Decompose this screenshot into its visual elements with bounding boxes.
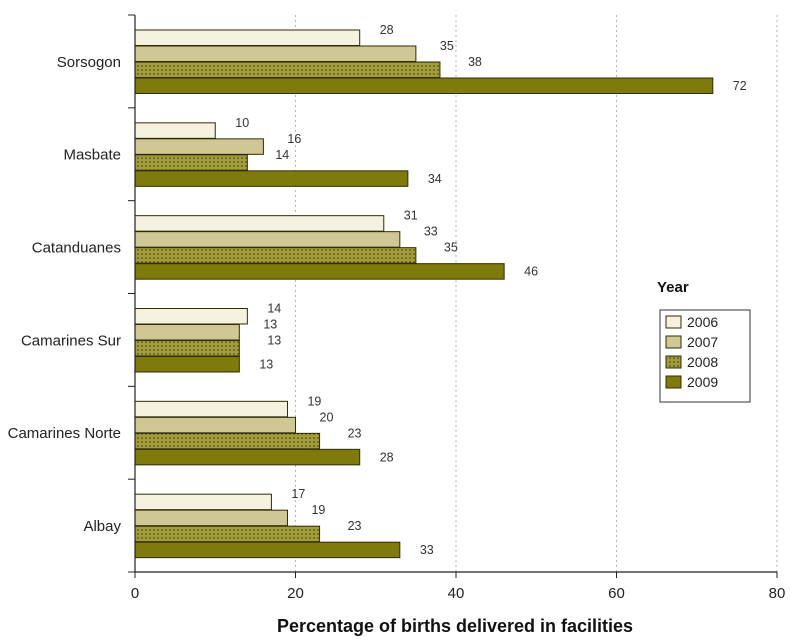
- value-label: 33: [420, 543, 434, 557]
- value-label: 13: [263, 318, 277, 332]
- value-label: 35: [444, 241, 458, 255]
- bar-2007: [134, 324, 240, 341]
- bar-2007: [134, 231, 401, 248]
- bar-2006: [134, 493, 272, 511]
- bar-2008: [134, 154, 248, 171]
- category-label: Masbate: [63, 147, 121, 164]
- x-tick-label: 80: [769, 585, 786, 602]
- x-tick-label: 20: [287, 585, 304, 602]
- bars: [134, 29, 714, 559]
- bar-2008: [134, 61, 441, 78]
- value-label: 31: [404, 209, 418, 223]
- legend-entry: 2007: [687, 334, 718, 350]
- value-label: 16: [287, 132, 301, 146]
- legend-title: Year: [657, 279, 689, 296]
- category-label: Catanduanes: [32, 239, 121, 256]
- bar-2008: [134, 340, 240, 357]
- category-label: Albay: [83, 518, 121, 535]
- bar-2007: [134, 509, 288, 527]
- value-label: 28: [380, 23, 394, 37]
- x-tick-label: 60: [608, 585, 625, 602]
- value-label: 13: [267, 334, 281, 348]
- legend: Year 2006 2007 2008 2009: [657, 279, 751, 403]
- bar-2006: [134, 400, 288, 418]
- legend-swatch-2009: [665, 375, 682, 389]
- bar-2008: [134, 247, 417, 264]
- category-label: Sorsogon: [57, 54, 121, 71]
- legend-entry: 2008: [687, 354, 718, 370]
- category-label: Camarines Sur: [21, 332, 121, 349]
- value-label: 46: [524, 265, 538, 279]
- bar-2006: [134, 29, 361, 46]
- bar-2008: [134, 432, 321, 450]
- bar-2009: [134, 77, 714, 94]
- bar-2009: [134, 356, 240, 373]
- category-label: Camarines Norte: [8, 425, 121, 442]
- value-label: 13: [259, 358, 273, 372]
- bar-2009: [134, 541, 401, 559]
- bar-2009: [134, 448, 361, 466]
- axes: 0 20 40 60 80 Sorsogon Masbate Catanduanes Camar…: [8, 14, 786, 602]
- value-label: 20: [320, 410, 334, 424]
- value-label: 10: [235, 116, 249, 130]
- x-axis-title: Percentage of births delivered in facili…: [277, 616, 633, 636]
- legend-swatch-2007: [665, 335, 682, 349]
- value-label: 23: [348, 519, 362, 533]
- bar-2007: [134, 138, 264, 155]
- legend-swatch-2006: [665, 315, 682, 329]
- value-label: 38: [468, 55, 482, 69]
- value-label: 28: [380, 450, 394, 464]
- data-labels: 28 35 38 72 10 16 14 34 31 33 35 46 14 13 13 13 19 20 23 28…: [235, 23, 747, 557]
- value-label: 34: [428, 172, 442, 186]
- grid-lines: [295, 15, 778, 572]
- bar-2009: [134, 263, 505, 280]
- x-tick-label: 0: [131, 585, 139, 602]
- value-label: 19: [307, 394, 321, 408]
- bar-2008: [134, 525, 321, 543]
- value-label: 33: [424, 225, 438, 239]
- x-tick-label: 40: [448, 585, 465, 602]
- value-label: 23: [348, 426, 362, 440]
- legend-swatch-2008: [665, 355, 682, 369]
- value-label: 35: [440, 39, 454, 53]
- value-label: 72: [733, 79, 747, 93]
- legend-entry: 2009: [687, 374, 718, 390]
- bar-2007: [134, 416, 296, 434]
- bar-2006: [134, 122, 216, 139]
- legend-entry: 2006: [687, 314, 718, 330]
- bar-2009: [134, 170, 409, 187]
- value-label: 14: [267, 302, 281, 316]
- value-label: 19: [311, 503, 325, 517]
- value-label: 14: [275, 148, 289, 162]
- bar-2007: [134, 45, 417, 62]
- value-label: 17: [291, 487, 305, 501]
- bar-2006: [134, 215, 385, 232]
- bar-2006: [134, 308, 248, 325]
